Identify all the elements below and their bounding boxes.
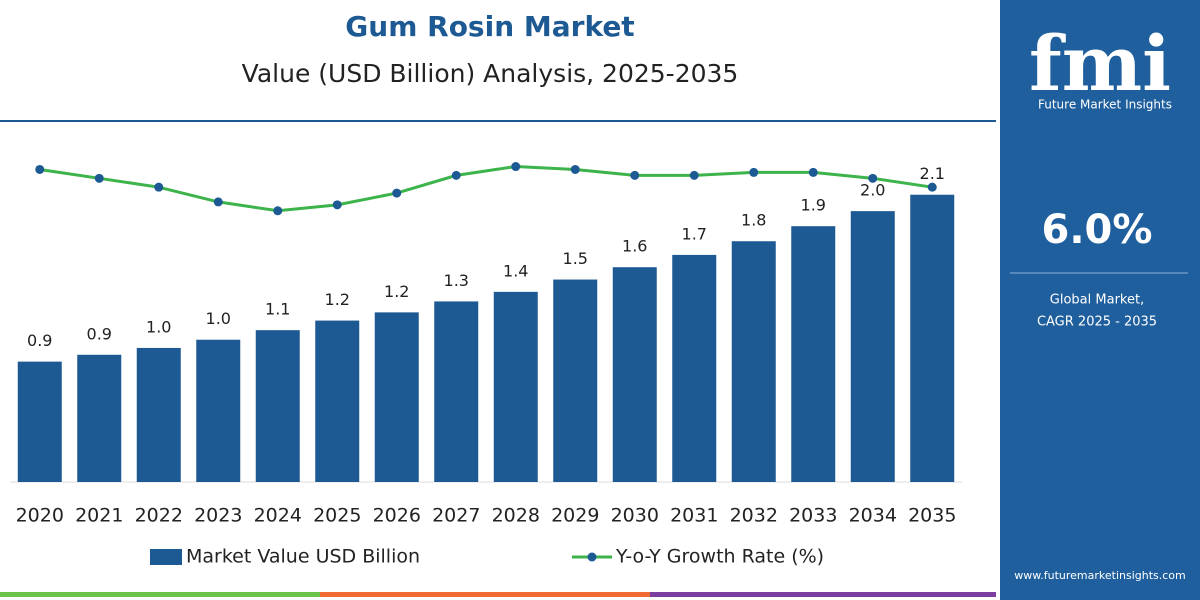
stripe [0,592,320,597]
growth-point [392,188,402,198]
value-label: 1.0 [206,309,231,328]
x-tick-label: 2024 [254,505,302,527]
x-tick-label: 2021 [75,505,123,527]
bar [255,330,300,482]
growth-line [39,165,933,213]
growth-point [808,167,818,177]
bar [910,194,955,482]
cagr-caption: Global Market, [1050,293,1144,308]
value-label: 0.9 [27,331,52,350]
value-label: 1.3 [444,271,469,290]
bar [850,211,895,483]
bar [672,254,717,482]
stripe [650,592,996,597]
legend-label: Market Value USD Billion [186,546,420,568]
chart-subtitle: Value (USD Billion) Analysis, 2025-2035 [242,59,739,88]
growth-point [749,167,759,177]
x-tick-label: 2022 [135,505,183,527]
growth-point [868,173,878,183]
bar [612,267,657,482]
value-label: 1.5 [563,249,588,268]
bar [493,291,538,482]
logo: fmi [1029,19,1171,108]
x-tick-label: 2029 [551,505,599,527]
value-label: 2.0 [860,181,885,200]
chart-title: Gum Rosin Market [345,10,634,43]
growth-point [273,206,283,216]
value-label: 1.2 [325,290,350,309]
growth-point [630,170,640,180]
value-label: 1.0 [146,317,171,336]
x-tick-label: 2028 [492,505,540,527]
cagr-value: 6.0% [1042,207,1153,253]
growth-point [451,170,461,180]
x-tick-label: 2034 [849,505,897,527]
bar [434,301,479,482]
legend-swatch [150,549,182,565]
growth-point [154,182,164,192]
value-label: 1.1 [265,300,290,319]
bar [731,241,776,482]
legend-label: Y-o-Y Growth Rate (%) [615,546,824,568]
x-tick-label: 2027 [432,505,480,527]
bar [196,339,241,482]
bar [136,347,181,482]
value-label: 1.4 [503,261,528,280]
brand: Future Market Insights [1038,98,1172,112]
growth-point [570,164,580,174]
stripe [320,592,650,597]
x-tick-label: 2023 [194,505,242,527]
bar [553,279,598,482]
legend-swatch [587,552,597,562]
value-label: 0.9 [87,324,112,343]
x-tick-label: 2026 [373,505,421,527]
growth-point [927,182,937,192]
url: www.futuremarketinsights.com [1014,569,1186,582]
value-label: 1.7 [682,224,707,243]
x-tick-label: 2020 [16,505,64,527]
value-label: 1.8 [741,211,766,230]
growth-point [94,173,104,183]
bar [17,361,62,482]
value-label: 2.1 [920,164,945,183]
bar [374,312,419,482]
x-tick-label: 2030 [611,505,659,527]
value-label: 1.9 [801,196,826,215]
x-tick-label: 2032 [730,505,778,527]
x-tick-label: 2033 [789,505,837,527]
cagr-caption: CAGR 2025 - 2035 [1037,315,1157,330]
bar [791,226,836,482]
growth-point [332,200,342,210]
bar [315,320,360,482]
value-label: 1.6 [622,237,647,256]
bar [77,354,122,482]
growth-point [35,164,45,174]
x-tick-label: 2025 [313,505,361,527]
value-label: 1.2 [384,282,409,301]
growth-point [213,197,223,207]
growth-point [511,162,521,172]
x-tick-label: 2035 [908,505,956,527]
sidebar [1000,0,1200,600]
growth-point [689,170,699,180]
x-tick-label: 2031 [670,505,718,527]
